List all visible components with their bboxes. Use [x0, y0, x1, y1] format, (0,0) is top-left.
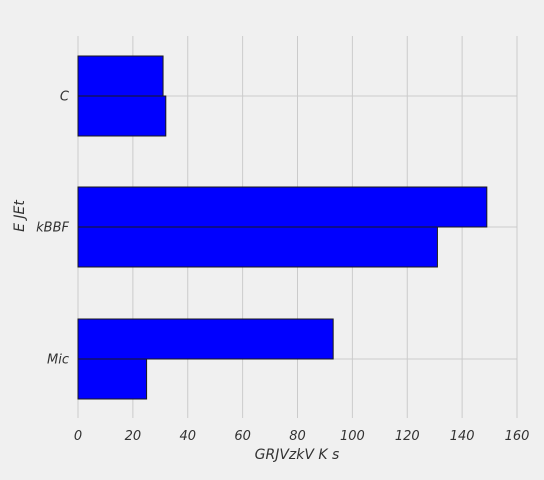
y-tick-label-1: kBBF — [36, 221, 69, 236]
bar-series0-Mic — [77, 358, 148, 400]
x-tick-label-6: 120 — [395, 429, 420, 444]
bar-series1-kBBF — [77, 186, 488, 228]
y-tick-labels: Mic kBBF C — [36, 90, 70, 368]
x-tick-label-8: 160 — [505, 429, 530, 444]
x-tick-label-2: 40 — [179, 429, 196, 444]
bar-series0-C — [77, 95, 167, 137]
bar-series1-Mic — [77, 318, 334, 360]
x-axis-label: GRJVzkV K s — [255, 447, 340, 463]
bar-series1-C — [77, 55, 164, 97]
y-axis-label: E JEt — [12, 200, 28, 232]
bar-series0-kBBF — [77, 226, 438, 268]
x-tick-label-5: 100 — [340, 429, 365, 444]
y-tick-label-0: Mic — [47, 353, 69, 368]
y-tick-label-2: C — [60, 90, 70, 105]
x-tick-label-1: 20 — [125, 429, 142, 444]
x-tick-label-0: 0 — [74, 429, 82, 444]
x-tick-labels: 0 20 40 60 80 100 120 140 160 — [74, 429, 530, 444]
x-tick-label-7: 140 — [450, 429, 475, 444]
bars-layer — [77, 55, 488, 400]
x-tick-label-3: 60 — [234, 429, 251, 444]
x-tick-label-4: 80 — [289, 429, 306, 444]
